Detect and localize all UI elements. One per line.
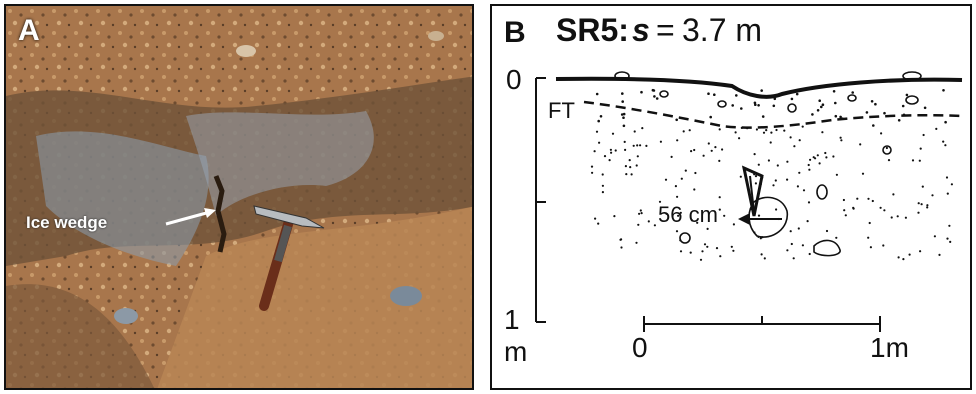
depth-bottom-label: 1 <box>504 304 520 335</box>
photo-panel: A Ice wedge <box>4 4 474 390</box>
field-photo <box>6 6 472 388</box>
profile-panel: B SR5: s = 3.7 m 0 1 m FT 56 cm 0 1m <box>490 4 972 390</box>
scale-start-label: 0 <box>632 332 648 363</box>
scale-end-label: 1m <box>870 332 909 363</box>
panel-a-label: A <box>18 14 40 47</box>
depth-unit-label: m <box>504 336 528 367</box>
panel-b-label: B <box>504 16 526 49</box>
site-label: SR5: <box>556 12 629 48</box>
ice-wedge-label: Ice wedge <box>26 213 108 232</box>
wedge-symbol <box>741 165 764 217</box>
ice-wedge-arrow <box>165 210 211 226</box>
soil-profile-diagram <box>535 71 963 332</box>
clasts <box>614 71 922 257</box>
frost-table-label: FT <box>548 98 575 123</box>
depth-top-label: 0 <box>506 64 522 95</box>
rock-hammer <box>253 205 325 311</box>
s-value: 3.7 m <box>682 12 763 48</box>
s-symbol: s <box>632 12 650 48</box>
ground-surface <box>555 76 963 99</box>
wedge-depth-label: 56 cm <box>658 202 718 227</box>
frost-table-line <box>583 100 963 129</box>
equals-sign: = <box>656 12 675 48</box>
